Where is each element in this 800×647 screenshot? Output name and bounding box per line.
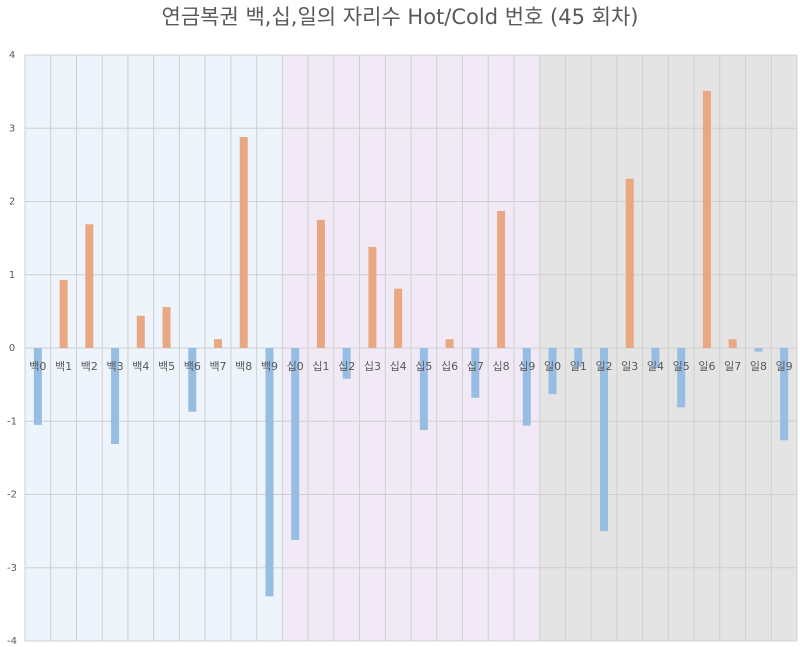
x-tick-label: 백5: [158, 360, 175, 373]
y-tick-label: 2: [9, 197, 15, 208]
bar: [548, 348, 557, 395]
y-tick-label: -2: [7, 490, 17, 501]
bar: [574, 348, 583, 368]
x-tick-label: 백8: [235, 360, 252, 373]
x-tick-label: 십2: [338, 360, 355, 373]
bar: [291, 348, 300, 540]
y-tick-label: -4: [7, 636, 17, 647]
x-tick-label: 백3: [107, 360, 124, 373]
x-tick-label: 십5: [415, 360, 432, 373]
bar: [600, 348, 608, 532]
x-tick-label: 백6: [184, 360, 201, 373]
bar: [394, 288, 403, 348]
bar: [59, 279, 68, 348]
bar: [625, 178, 634, 348]
bar: [85, 224, 94, 348]
x-tick-label: 백4: [132, 360, 149, 373]
bar: [471, 348, 480, 398]
bar: [188, 348, 197, 412]
bar: [702, 90, 711, 348]
x-tick-label: 십4: [390, 360, 407, 373]
bar: [780, 348, 789, 441]
bar: [522, 348, 531, 426]
y-tick-label: 0: [9, 343, 15, 354]
x-tick-label: 십1: [312, 360, 329, 373]
bar: [754, 348, 763, 352]
bar: [728, 339, 737, 348]
bar: [368, 246, 377, 348]
x-tick-label: 일2: [595, 359, 612, 373]
chart-title: 연금복권 백,십,일의 자리수 Hot/Cold 번호 (45 회차): [162, 5, 639, 29]
bar: [651, 348, 660, 368]
x-tick-label: 일0: [544, 359, 561, 373]
x-tick-label: 십9: [518, 360, 535, 373]
x-tick-label: 일1: [570, 359, 587, 373]
x-tick-label: 일8: [750, 359, 767, 373]
bar: [445, 339, 454, 348]
x-tick-label: 일4: [647, 359, 664, 373]
x-tick-label: 백2: [81, 360, 98, 373]
x-tick-label: 일3: [621, 359, 638, 373]
bar: [342, 348, 351, 379]
y-tick-label: 3: [9, 123, 15, 134]
y-tick-label: 4: [9, 50, 15, 61]
y-tick-label: -3: [7, 563, 17, 574]
x-tick-label: 백0: [29, 360, 46, 373]
x-tick-label: 일6: [698, 359, 715, 373]
bar: [162, 306, 171, 348]
bar: [33, 348, 42, 425]
x-tick-label: 십7: [467, 360, 484, 373]
x-tick-label: 백1: [55, 360, 72, 373]
y-tick-label: 1: [9, 270, 15, 281]
x-tick-label: 십6: [441, 360, 458, 373]
x-tick-label: 십3: [364, 360, 381, 373]
x-tick-label: 백9: [261, 360, 278, 373]
x-tick-label: 백7: [209, 360, 226, 373]
bar: [265, 348, 274, 597]
bar: [136, 315, 145, 348]
y-tick-label: -1: [7, 416, 17, 427]
bar: [419, 348, 428, 431]
bar: [214, 339, 222, 348]
x-tick-label: 일9: [776, 359, 793, 373]
bar: [239, 137, 248, 348]
x-tick-label: 십8: [493, 360, 510, 373]
bar: [677, 348, 686, 408]
x-tick-label: 십0: [287, 360, 304, 373]
x-tick-label: 일5: [673, 359, 690, 373]
bar: [497, 211, 506, 348]
bar: [316, 219, 325, 348]
x-tick-label: 일7: [724, 359, 741, 373]
bar: [111, 348, 120, 444]
